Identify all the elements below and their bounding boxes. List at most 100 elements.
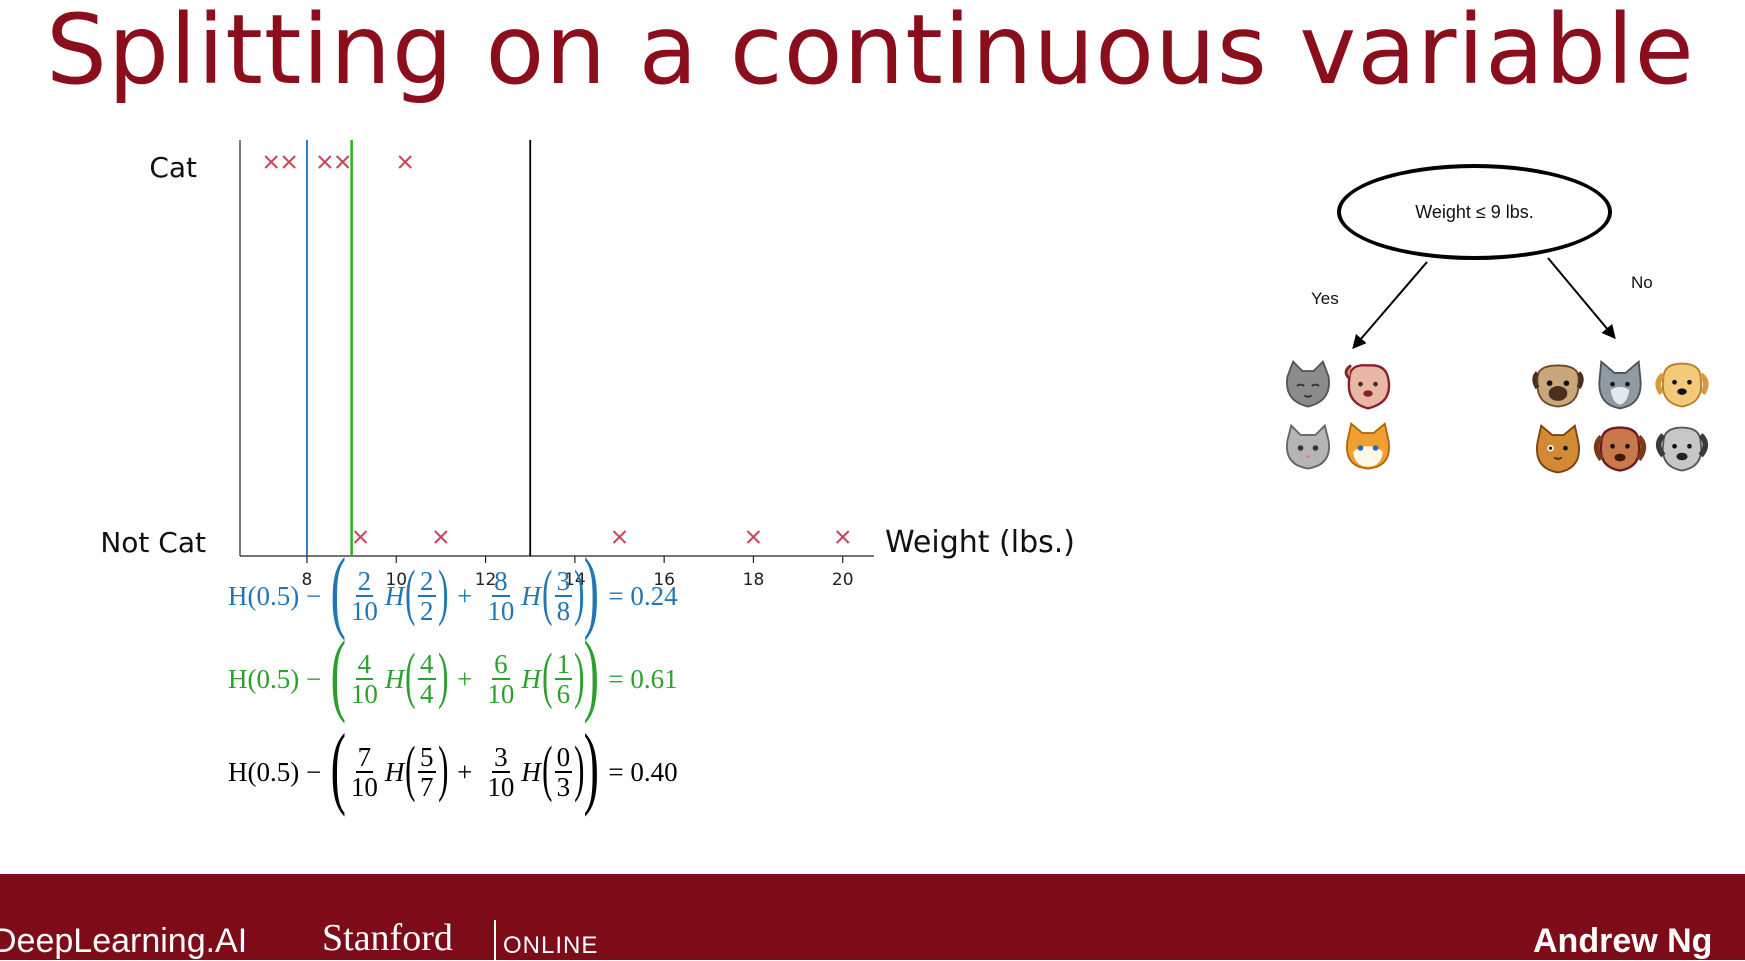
slide-title: Splitting on a continuous variable (46, 0, 1695, 106)
deeplearning-ai-logo: DeepLearning.AI (0, 922, 248, 960)
denominator: 10 (487, 772, 515, 802)
entropy-symbol: H (521, 663, 541, 694)
data-point (335, 155, 350, 169)
tree-arrows (1352, 257, 1616, 350)
denominator: 8 (556, 596, 571, 626)
denominator: 10 (350, 596, 378, 626)
pink-dog-icon (1344, 364, 1391, 410)
plus-sign: + (457, 580, 473, 611)
no-arrow (1547, 257, 1616, 340)
plus-sign: + (457, 756, 473, 787)
y-label-cat: Cat (149, 151, 197, 184)
denominator: 3 (556, 772, 571, 802)
data-point (612, 530, 627, 544)
denominator: 6 (556, 679, 571, 709)
open-paren-small: ( (542, 734, 553, 803)
equation-row: H(0.5) −(7 10 H(5 7) +3 10 H(0 3)) = 0.40 (228, 720, 678, 814)
close-paren-small: ) (437, 734, 449, 803)
numerator: 0 (554, 741, 573, 773)
weight-fraction-left: 4 10 (349, 649, 380, 709)
gray-cat-icon-2 (1286, 423, 1330, 470)
weight-fraction-right: 6 10 (485, 648, 516, 708)
open-paren-small: ( (405, 641, 416, 710)
yes-arrow (1352, 261, 1428, 350)
data-point (282, 155, 296, 169)
equation-lead: H(0.5) − (228, 580, 322, 611)
denominator: 10 (350, 679, 378, 709)
tree-root-node: Weight ≤ 9 lbs. (1337, 164, 1612, 260)
equation-result: = 0.40 (608, 756, 678, 787)
close-paren: ) (583, 539, 599, 641)
tree-no-label: No (1631, 273, 1653, 292)
equation-lead: H(0.5) − (228, 756, 322, 787)
numerator: 7 (355, 741, 374, 773)
equation-row: H(0.5) −(4 10 H(4 4) +6 10 H(1 6)) = 0.61 (228, 627, 678, 721)
weight-fraction-right: 8 10 (485, 566, 516, 626)
open-paren: ( (330, 715, 347, 817)
numerator: 2 (355, 565, 374, 597)
data-point (264, 155, 278, 169)
open-paren-small: ( (542, 558, 553, 627)
weight-fraction-left: 7 10 (349, 741, 380, 802)
entropy-symbol: H (384, 663, 405, 694)
entropy-symbol: H (384, 580, 405, 611)
numerator: 2 (418, 565, 436, 597)
x-tick-label: 10 (385, 570, 407, 590)
open-paren-small: ( (405, 558, 416, 627)
orange-cat-icon (1346, 422, 1390, 470)
entropy-symbol: H (521, 580, 541, 611)
open-paren: ( (330, 622, 347, 724)
data-point (434, 530, 448, 544)
brown-dog-icon (1593, 426, 1647, 472)
denominator: 10 (350, 772, 378, 802)
footer-bar: DeepLearning.AI Stanford ONLINE Andrew N… (0, 874, 1745, 960)
numerator: 5 (418, 741, 436, 773)
entropy-symbol: H (521, 756, 541, 787)
weight-fraction-right: 3 10 (485, 742, 516, 802)
x-tick-label: 12 (475, 570, 497, 590)
online-label: ONLINE (503, 932, 599, 959)
denominator: 2 (420, 596, 434, 626)
gray-cat-icon (1286, 360, 1330, 408)
open-paren-small: ( (542, 641, 553, 710)
x-tick-label: 8 (302, 570, 313, 590)
plus-sign: + (457, 663, 473, 694)
close-paren-small: ) (437, 641, 449, 710)
presenter-name: Andrew Ng (1533, 922, 1713, 960)
numerator: 3 (554, 565, 573, 597)
numerator: 6 (492, 648, 510, 680)
denominator: 4 (420, 679, 434, 709)
data-point (318, 155, 332, 169)
tree-yes-label: Yes (1311, 289, 1339, 308)
open-paren-small: ( (405, 734, 416, 803)
data-point (398, 155, 412, 169)
brown-cat-icon (1536, 424, 1580, 474)
weight-fraction-left: 2 10 (349, 565, 380, 626)
denominator: 7 (420, 772, 434, 802)
close-paren: ) (583, 622, 599, 724)
x-tick-label: 18 (743, 570, 765, 590)
stanford-logo: Stanford (322, 917, 453, 959)
weight-scatter-chart: 8 10 12 14 16 18 20 Cat Not Cat Weight (lbs.) (100, 140, 1075, 590)
equation-result: = 0.61 (608, 663, 678, 694)
golden-dog-icon (1655, 362, 1709, 408)
equation-row: H(0.5) −(2 10 H(2 2) +8 10 H(3 8)) = 0.24 (228, 544, 678, 638)
close-paren: ) (583, 715, 599, 817)
equation-result: = 0.24 (608, 580, 678, 611)
close-paren-small: ) (574, 558, 585, 627)
logo-separator (494, 920, 496, 960)
x-tick-label: 20 (832, 570, 854, 590)
data-point (353, 530, 368, 544)
denominator: 10 (487, 596, 515, 626)
open-paren: ( (330, 539, 347, 641)
gray-wolf-icon (1598, 359, 1642, 410)
y-label-not-cat: Not Cat (100, 526, 206, 559)
tree-node-label: Weight ≤ 9 lbs. (1415, 201, 1534, 222)
x-axis-label: Weight (lbs.) (885, 525, 1075, 560)
data-point (746, 530, 761, 544)
